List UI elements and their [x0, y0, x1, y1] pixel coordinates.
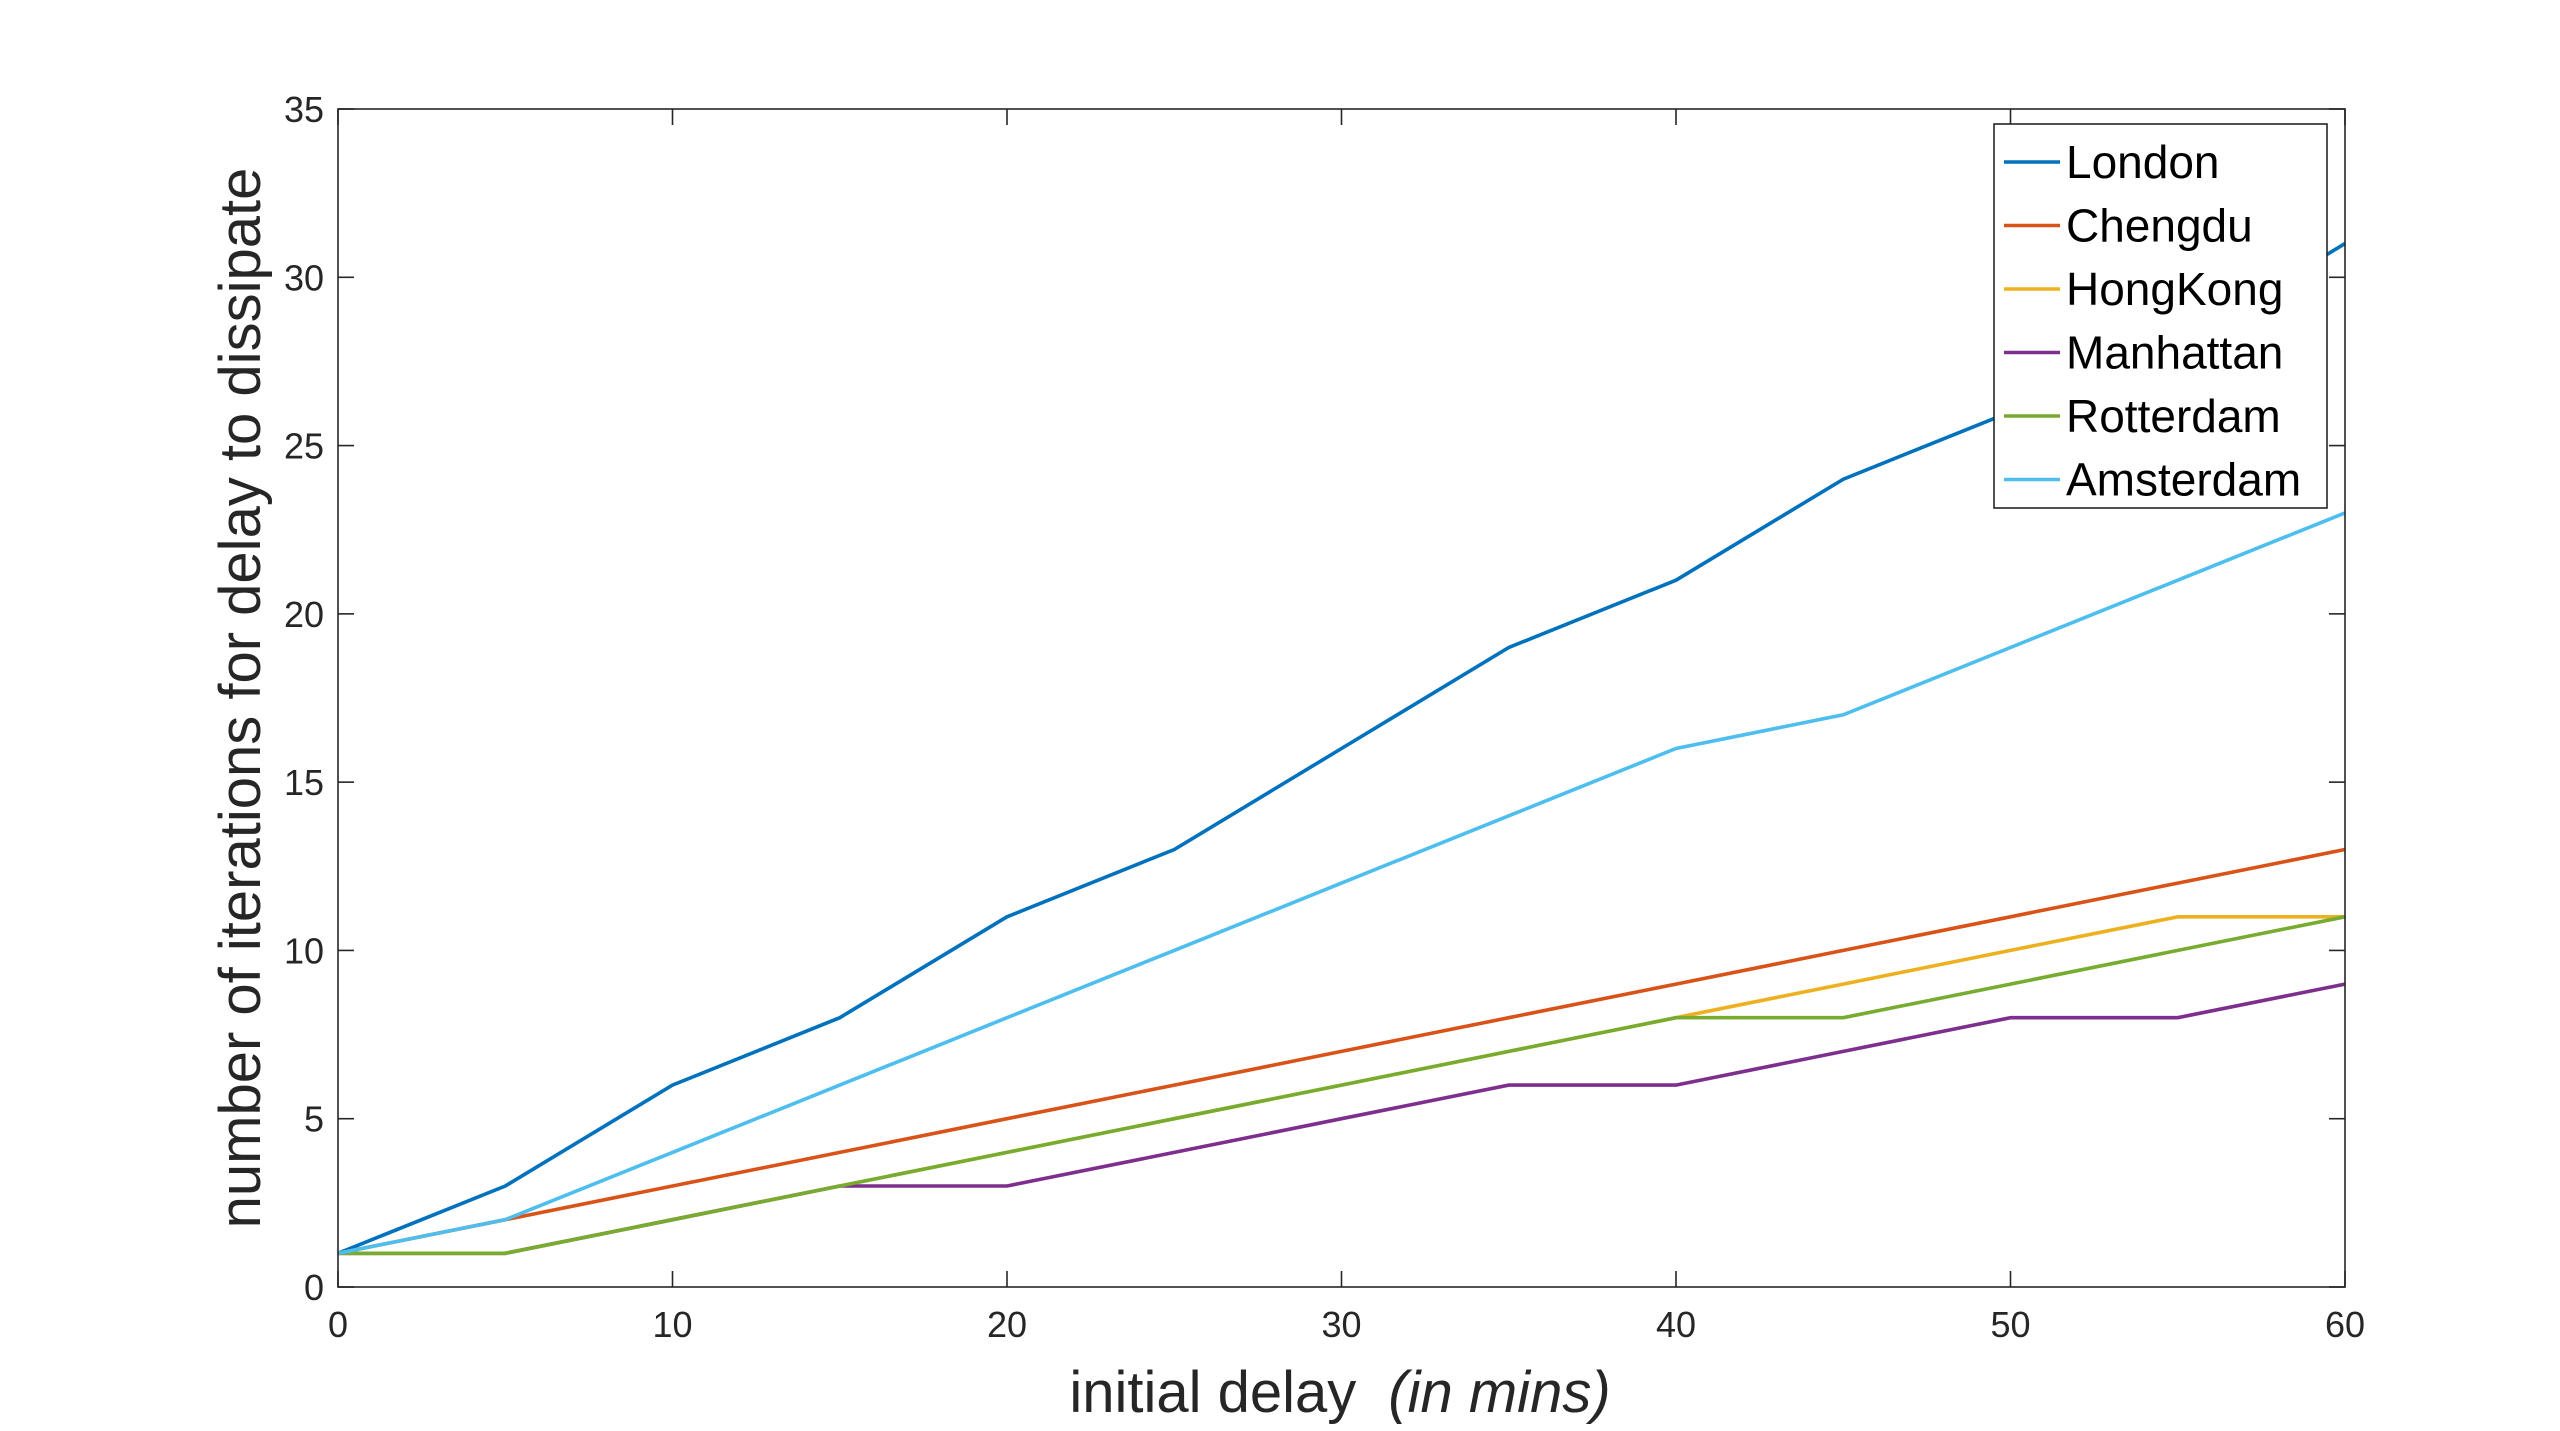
x-tick-label: 60: [2325, 1304, 2365, 1345]
legend-label-rotterdam: Rotterdam: [2066, 390, 2281, 442]
y-tick-label: 35: [284, 89, 324, 130]
y-axis-label: number of iterations for delay to dissip…: [208, 168, 273, 1229]
y-tick-label: 30: [284, 257, 324, 298]
y-tick-label: 5: [304, 1099, 324, 1140]
series-layer: [337, 242, 2346, 1256]
plot-box: [337, 108, 2346, 1288]
x-tick-label: 10: [652, 1304, 692, 1345]
legend-label-amsterdam: Amsterdam: [2066, 454, 2301, 506]
series-line-rotterdam: [338, 915, 2346, 1256]
y-tick-label: 0: [304, 1267, 324, 1308]
series-line-amsterdam: [337, 511, 2346, 1256]
x-tick-label: 20: [987, 1304, 1027, 1345]
legend: London Chengdu HongKong Manhattan Rotterdam A…: [1993, 123, 2328, 509]
legend-label-chengdu: Chengdu: [2066, 200, 2253, 252]
series-line-chengdu: [337, 847, 2346, 1256]
legend-label-london: London: [2066, 136, 2220, 188]
x-tick-label: 50: [1990, 1304, 2030, 1345]
x-tick-label: 0: [328, 1304, 348, 1345]
y-tick-label: 10: [284, 930, 324, 971]
legend-label-manhattan: Manhattan: [2066, 327, 2283, 379]
legend-box: [1993, 123, 2328, 509]
y-tick-label: 15: [284, 762, 324, 803]
x-axis-label: initial delay (in mins): [1069, 1360, 1610, 1425]
y-tick-label: 25: [284, 426, 324, 467]
x-tick-label: 40: [1656, 1304, 1696, 1345]
y-tick-label: 20: [284, 594, 324, 635]
legend-label-hongkong: HongKong: [2066, 263, 2283, 315]
x-tick-label: 30: [1321, 1304, 1361, 1345]
axes-layer: 0 10 20 30 40 50 60 0 5 10 15 20 25 30 35: [284, 89, 2365, 1345]
